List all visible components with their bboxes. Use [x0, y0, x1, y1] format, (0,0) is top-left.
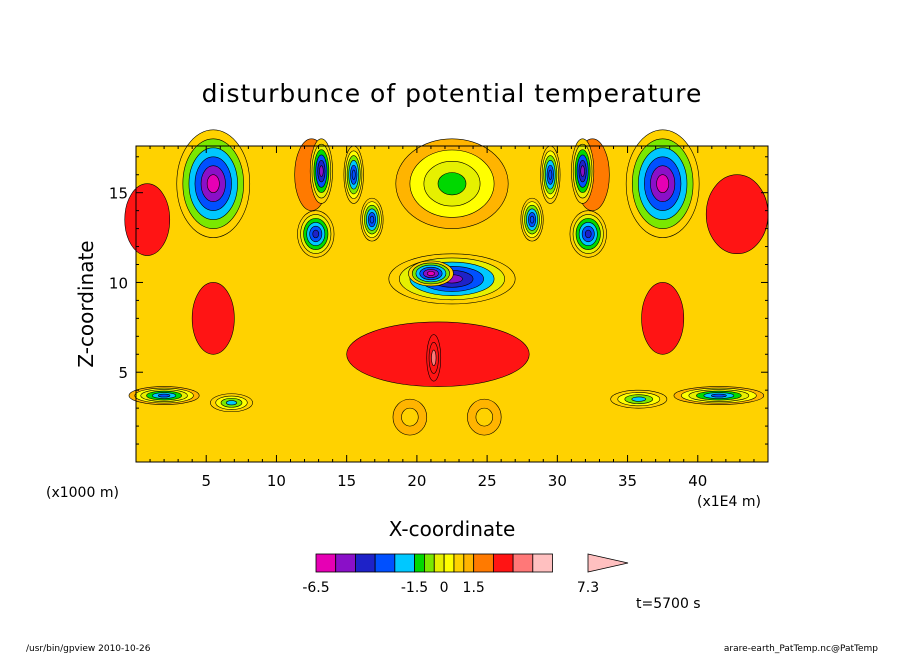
colorbar-segment	[512, 553, 534, 573]
colorbar-segment	[424, 553, 435, 573]
contour-blob	[467, 398, 502, 436]
x-tick-label: 15	[337, 472, 356, 490]
colorbar-tick-label: 1.5	[463, 580, 485, 596]
contour-level	[351, 169, 356, 180]
colorbar-segment	[315, 553, 337, 573]
contour-blob	[408, 260, 454, 287]
footer-left: /usr/bin/gpview 2010-10-26	[26, 644, 151, 654]
plot-frame	[135, 145, 769, 463]
contour-blob	[569, 210, 607, 258]
y-tick-label: 5	[118, 364, 128, 382]
contour-level	[401, 407, 419, 427]
contour-blob	[395, 138, 509, 229]
colorbar: -6.5 -1.5 0 1.5 7.3	[302, 553, 629, 596]
contour-blob	[191, 282, 235, 355]
contour-level	[529, 215, 535, 224]
contour-level	[705, 174, 769, 255]
contour-blob	[388, 253, 516, 305]
colorbar-tick-label: -6.5	[302, 580, 329, 596]
x-axis-ticks: 5 10 15 20 25 30 35 40	[149, 146, 755, 490]
contour-level	[312, 229, 320, 239]
contour-blob	[360, 197, 384, 242]
contour-level	[584, 229, 592, 239]
contour-blob	[309, 138, 333, 204]
colorbar-segment	[453, 553, 465, 573]
contour-level	[711, 393, 727, 398]
contour-blob	[128, 386, 200, 405]
colorbar-segment	[433, 553, 445, 573]
x-tick-label: 40	[688, 472, 707, 490]
y-axis-label: Z-coordinate	[74, 240, 98, 367]
contour-blob	[571, 138, 595, 204]
y-tick-label: 15	[109, 185, 128, 203]
contour-blob	[641, 282, 685, 355]
colorbar-segment	[473, 553, 494, 573]
colorbar-tick-label: 7.3	[577, 580, 599, 596]
colorbar-extend-arrow	[587, 553, 629, 573]
contour-blob	[297, 210, 335, 258]
x-axis-label: X-coordinate	[389, 517, 516, 541]
contour-blob	[673, 386, 765, 405]
colorbar-segment	[394, 553, 415, 573]
contour-blob	[625, 129, 700, 238]
contour-level	[225, 400, 238, 406]
colorbar-segment	[414, 553, 425, 573]
contour-level	[124, 183, 171, 256]
contour-blob	[210, 393, 253, 413]
contour-blob	[520, 197, 544, 242]
contour-level	[641, 282, 685, 355]
colorbar-segment	[532, 553, 553, 573]
colorbar-tick-label: 0	[440, 580, 449, 596]
contour-level	[548, 169, 553, 180]
contour-blob	[176, 129, 251, 238]
contour-level	[191, 282, 235, 355]
x-tick-label: 35	[618, 472, 637, 490]
contour-level	[431, 349, 437, 366]
colorbar-segment	[335, 553, 356, 573]
y-tick-label: 10	[109, 274, 128, 292]
x-tick-label: 10	[267, 472, 286, 490]
contour-blob	[610, 389, 668, 409]
time-label: t=5700 s	[636, 596, 701, 612]
contour-level	[656, 174, 670, 194]
x-unit-left: (x1000 m)	[46, 485, 119, 501]
x-tick-label: 5	[201, 472, 211, 490]
contour-blob	[343, 145, 364, 204]
contour-level	[369, 215, 375, 224]
contour-level	[475, 407, 494, 427]
colorbar-tick-label: -1.5	[401, 580, 428, 596]
contour-level	[157, 393, 171, 398]
colorbar-segment	[443, 553, 455, 573]
x-tick-label: 25	[478, 472, 497, 490]
x-tick-label: 30	[548, 472, 567, 490]
contour-level	[580, 165, 585, 177]
x-tick-label: 20	[407, 472, 426, 490]
contour-blob	[392, 398, 428, 436]
chart-title: disturbunce of potential temperature	[202, 79, 703, 108]
contour-field	[124, 129, 769, 436]
colorbar-segment	[374, 553, 396, 573]
contour-blob	[426, 334, 442, 382]
contour-level	[319, 165, 324, 177]
contour-blob	[540, 145, 561, 204]
x-unit-right: (x1E4 m)	[697, 494, 761, 510]
contour-level	[206, 174, 220, 194]
contour-level	[426, 271, 435, 276]
colorbar-segment	[463, 553, 475, 573]
y-axis-ticks: 5 10 15	[109, 156, 768, 445]
contour-blob	[124, 183, 171, 256]
contour-level	[437, 172, 467, 196]
contour-level	[631, 396, 647, 402]
colorbar-segment	[355, 553, 376, 573]
colorbar-segment	[492, 553, 514, 573]
footer-right: arare-earth_PatTemp.nc@PatTemp	[724, 644, 878, 654]
plot-area	[124, 129, 769, 463]
contour-blob	[705, 174, 769, 255]
